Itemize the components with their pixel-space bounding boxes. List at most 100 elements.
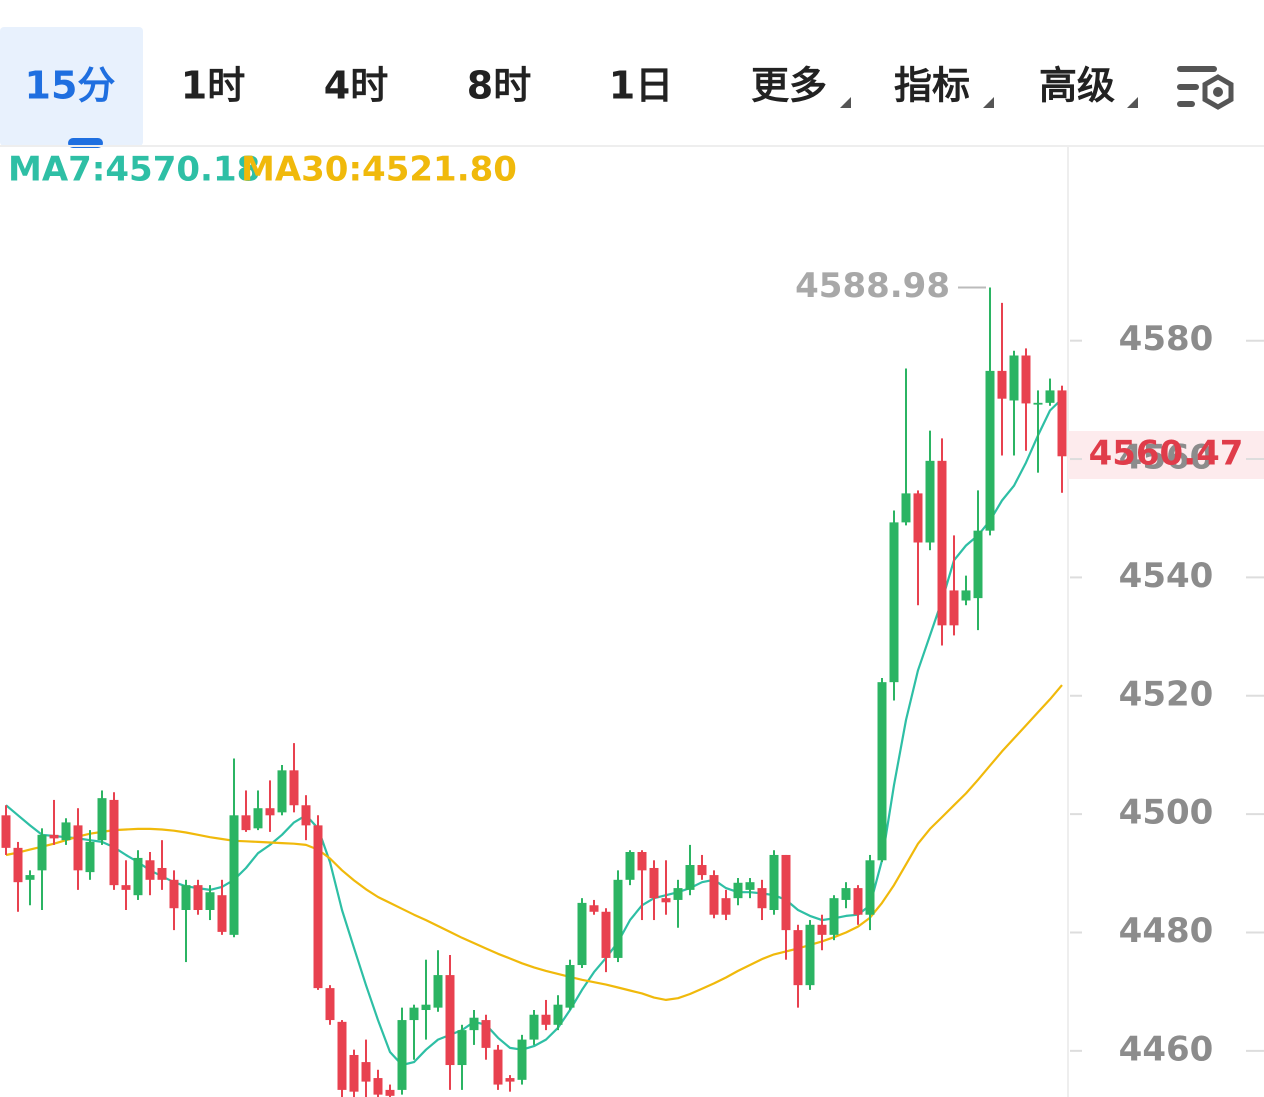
high-annotation: 4588.98 (795, 266, 950, 306)
candle-body (529, 1014, 539, 1040)
tab-bar: 15分 1时 4时 8时 1日 更多 指标 高级 (0, 27, 1234, 148)
candle-body (625, 852, 635, 880)
candle-body (349, 1054, 359, 1092)
candle-body (193, 885, 203, 910)
candle-body (73, 825, 83, 871)
candle-body (1009, 355, 1019, 401)
candle-body (649, 867, 659, 899)
candle-body (517, 1039, 527, 1080)
candle-body (217, 895, 227, 932)
candle-body (181, 885, 191, 910)
icon-dot (1213, 87, 1223, 97)
candle-body (781, 854, 791, 931)
y-tick-label: 4500 (1119, 793, 1214, 833)
candle-body (553, 1004, 563, 1025)
ma-line (5, 684, 1063, 1001)
candle-body (613, 879, 623, 958)
current-price-background (1068, 431, 1264, 479)
candle-body (385, 1089, 395, 1096)
candle-body (325, 988, 335, 1021)
candle-body (589, 905, 599, 912)
candle-body (817, 924, 827, 935)
candle-body (985, 370, 995, 531)
candle-body (505, 1078, 515, 1082)
candle-body (865, 860, 875, 915)
candle-body (25, 875, 35, 880)
icon-hexagon (1202, 74, 1234, 110)
y-tick-label: 4520 (1119, 674, 1214, 714)
candle-body (877, 682, 887, 861)
candle-body (961, 590, 971, 601)
candle-body (433, 975, 443, 1008)
tab[interactable]: 4时 (324, 64, 388, 108)
candle-body (337, 1021, 347, 1090)
candle-body (49, 834, 59, 839)
tab[interactable]: 8时 (467, 64, 531, 108)
tab[interactable]: 1日 (609, 64, 673, 108)
tab[interactable]: 更多 (751, 64, 827, 108)
candle-body (409, 1007, 419, 1021)
candle-body (157, 867, 167, 880)
candle-body (169, 879, 179, 909)
candle-body (685, 865, 695, 890)
candle-body (1, 815, 11, 848)
candle-body (493, 1049, 503, 1085)
y-tick-label: 4540 (1119, 556, 1214, 596)
candle-body (121, 885, 131, 890)
tab[interactable]: 15分 (25, 64, 116, 108)
dropdown-caret (983, 97, 994, 108)
candle-body (133, 857, 143, 896)
candle-body (457, 1030, 467, 1066)
y-tick-label: 4580 (1119, 319, 1214, 359)
current-price-label: 4560.47 (1089, 434, 1244, 474)
candle-body (373, 1078, 383, 1095)
candle-body (841, 888, 851, 900)
ma-legend: MA7:4570.18 (8, 150, 260, 190)
candle-body (265, 808, 275, 816)
overlay: 4460 4480 4500 4520 4540 4560 4580 MA7:4570.18M… (8, 150, 1264, 1069)
icon-bar (1177, 84, 1199, 90)
y-tick-label: 4460 (1119, 1029, 1214, 1069)
candle-body (757, 888, 767, 909)
settings-icon[interactable] (1177, 66, 1234, 110)
icon-bar (1177, 101, 1195, 107)
dropdown-caret (1127, 97, 1138, 108)
ma-legend: MA30:4521.80 (241, 150, 517, 190)
tab[interactable]: 1时 (181, 64, 245, 108)
candle-body (145, 860, 155, 880)
y-tick-label: 4480 (1119, 911, 1214, 951)
candle-body (637, 852, 647, 871)
candle-body (397, 1020, 407, 1090)
candle-body (229, 815, 239, 935)
candle-body (697, 865, 707, 876)
tab[interactable]: 指标 (894, 64, 970, 108)
candle-body (361, 1062, 371, 1082)
candle-body (481, 1020, 491, 1048)
candle-body (1057, 390, 1067, 457)
candle-body (949, 590, 959, 626)
candle-body (829, 898, 839, 935)
tab[interactable]: 高级 (1039, 64, 1115, 108)
candle-body (241, 815, 251, 831)
candle-body (577, 902, 587, 966)
candle-body (1033, 402, 1043, 405)
candle-body (565, 965, 575, 1008)
dropdown-caret (840, 97, 851, 108)
candle-body (37, 834, 47, 871)
candle-body (109, 799, 119, 886)
candle-body (85, 841, 95, 873)
active-tab-background (0, 27, 143, 146)
candle-body (289, 770, 299, 806)
candle-body (301, 805, 311, 826)
candle-body (925, 460, 935, 543)
candle-body (673, 888, 683, 900)
candle-body (853, 888, 863, 915)
candle-body (1021, 355, 1031, 404)
candle-body (913, 493, 923, 543)
candle-body (601, 911, 611, 958)
candle-body (793, 930, 803, 986)
plot-area (1, 287, 1067, 1097)
candle-body (277, 770, 287, 813)
